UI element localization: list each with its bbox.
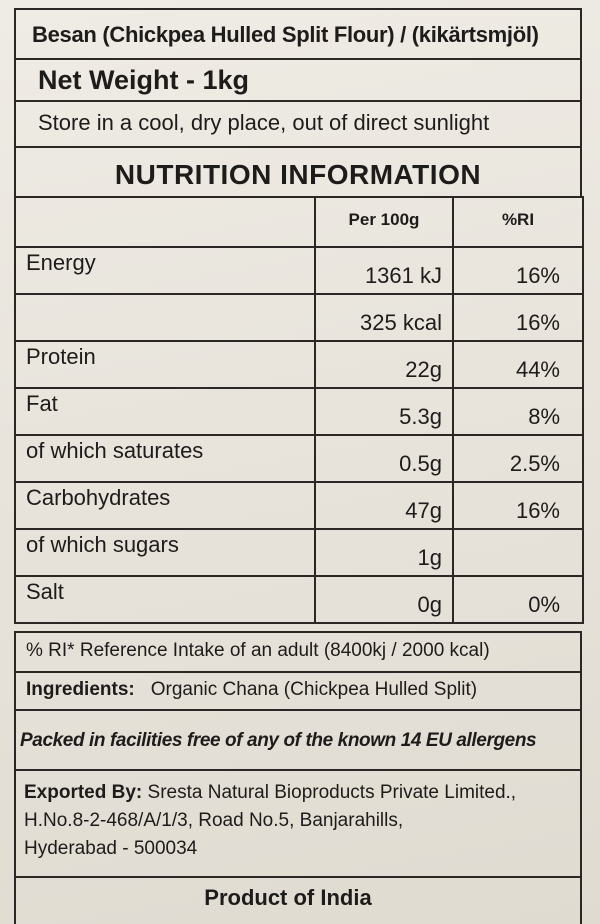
nutrient-name: Energy (14, 246, 316, 295)
nutrient-per-100g: 22g (314, 340, 454, 389)
nutrition-row: of which saturates 0.5g 2.5% (14, 434, 584, 483)
nutrition-row: of which sugars 1g (14, 528, 584, 577)
nutrient-per-100g: 47g (314, 481, 454, 530)
reference-intake-note: % RI* Reference Intake of an adult (8400… (14, 631, 582, 671)
nutrient-name: Fat (14, 387, 316, 436)
nutrient-name: of which saturates (14, 434, 316, 483)
origin-text: Product of India (204, 885, 372, 910)
nutrient-name: of which sugars (14, 528, 316, 577)
nutrient-ri (452, 528, 584, 577)
nutrition-row: Fat 5.3g 8% (14, 387, 584, 436)
product-origin: Product of India (14, 876, 582, 924)
nutrient-ri: 16% (452, 481, 584, 530)
nutrient-per-100g: 1g (314, 528, 454, 577)
nutrient-ri: 8% (452, 387, 584, 436)
net-weight: Net Weight - 1kg (14, 58, 582, 100)
nutrition-row: Energy 1361 kJ 16% (14, 246, 584, 295)
header-per-100g: Per 100g (314, 196, 454, 248)
nutrient-per-100g: 1361 kJ (314, 246, 454, 295)
nutrient-per-100g: 0g (314, 575, 454, 624)
nutrient-ri: 0% (452, 575, 584, 624)
exported-label: Exported By: (24, 782, 143, 803)
ingredients: Ingredients: Organic Chana (Chickpea Hull… (14, 671, 582, 709)
exporter-block: Exported By: Sresta Natural Bioproducts … (14, 769, 582, 876)
storage-instructions: Store in a cool, dry place, out of direc… (14, 100, 582, 146)
nutrient-name: Salt (14, 575, 316, 624)
nutrition-row: Salt 0g 0% (14, 575, 584, 624)
nutrient-name: Carbohydrates (14, 481, 316, 530)
header-ri: %RI (452, 196, 584, 248)
nutrient-ri: 16% (452, 246, 584, 295)
nutrient-per-100g: 325 kcal (314, 293, 454, 342)
nutrient-ri: 16% (452, 293, 584, 342)
nutrition-table: Per 100g %RI Energy 1361 kJ 16% 325 kcal 16%… (14, 196, 584, 624)
allergen-note: Packed in facilities free of any of the … (14, 709, 582, 769)
exporter-address-line-1: H.No.8-2-468/A/1/3, Road No.5, Banjarahi… (24, 810, 404, 831)
nutrition-table-header: Per 100g %RI (14, 196, 584, 248)
nutrient-name (14, 293, 316, 342)
ingredients-text: Organic Chana (Chickpea Hulled Split) (150, 679, 478, 700)
nutrition-row: Carbohydrates 47g 16% (14, 481, 584, 530)
nutrition-row: Protein 22g 44% (14, 340, 584, 389)
nutrient-name: Protein (14, 340, 316, 389)
exporter-address-line-2: Hyderabad - 500034 (24, 838, 198, 859)
nutrition-heading: NUTRITION INFORMATION (14, 146, 582, 196)
nutrient-per-100g: 5.3g (314, 387, 454, 436)
nutrient-ri: 2.5% (452, 434, 584, 483)
nutrient-per-100g: 0.5g (314, 434, 454, 483)
product-title: Besan (Chickpea Hulled Split Flour) / (k… (14, 8, 582, 58)
header-nutrient (14, 196, 316, 248)
ingredients-label: Ingredients: (26, 679, 135, 700)
nutrition-row: 325 kcal 16% (14, 293, 584, 342)
exporter-name: Sresta Natural Bioproducts Private Limit… (147, 782, 517, 803)
nutrient-ri: 44% (452, 340, 584, 389)
